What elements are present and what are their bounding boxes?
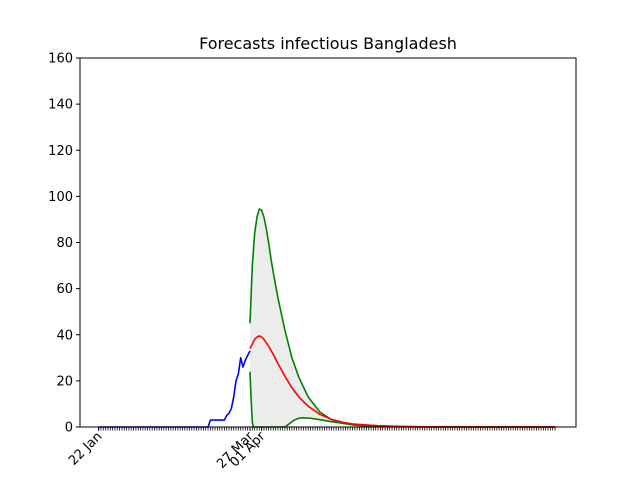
plot-frame	[79, 57, 577, 428]
y-tick-label: 160	[48, 52, 73, 67]
y-tick-label: 20	[56, 374, 73, 389]
series-lines	[98, 208, 556, 428]
y-tick-label: 40	[56, 328, 73, 343]
band-area	[249, 209, 556, 427]
confidence-band	[249, 209, 556, 427]
y-tick-label: 120	[48, 144, 73, 159]
y-tick-label: 80	[56, 236, 73, 251]
y-tick-label: 100	[48, 190, 73, 205]
observed-line	[98, 350, 251, 428]
chart-title: Forecasts infectious Bangladesh	[199, 34, 457, 53]
y-tick-label: 60	[56, 282, 73, 297]
y-tick-label: 140	[48, 98, 73, 113]
y-tick-label: 0	[65, 421, 73, 436]
x-minor-ticks	[98, 427, 556, 431]
y-axis: 0 20 40 60 80 100 120 140 160	[48, 52, 80, 436]
